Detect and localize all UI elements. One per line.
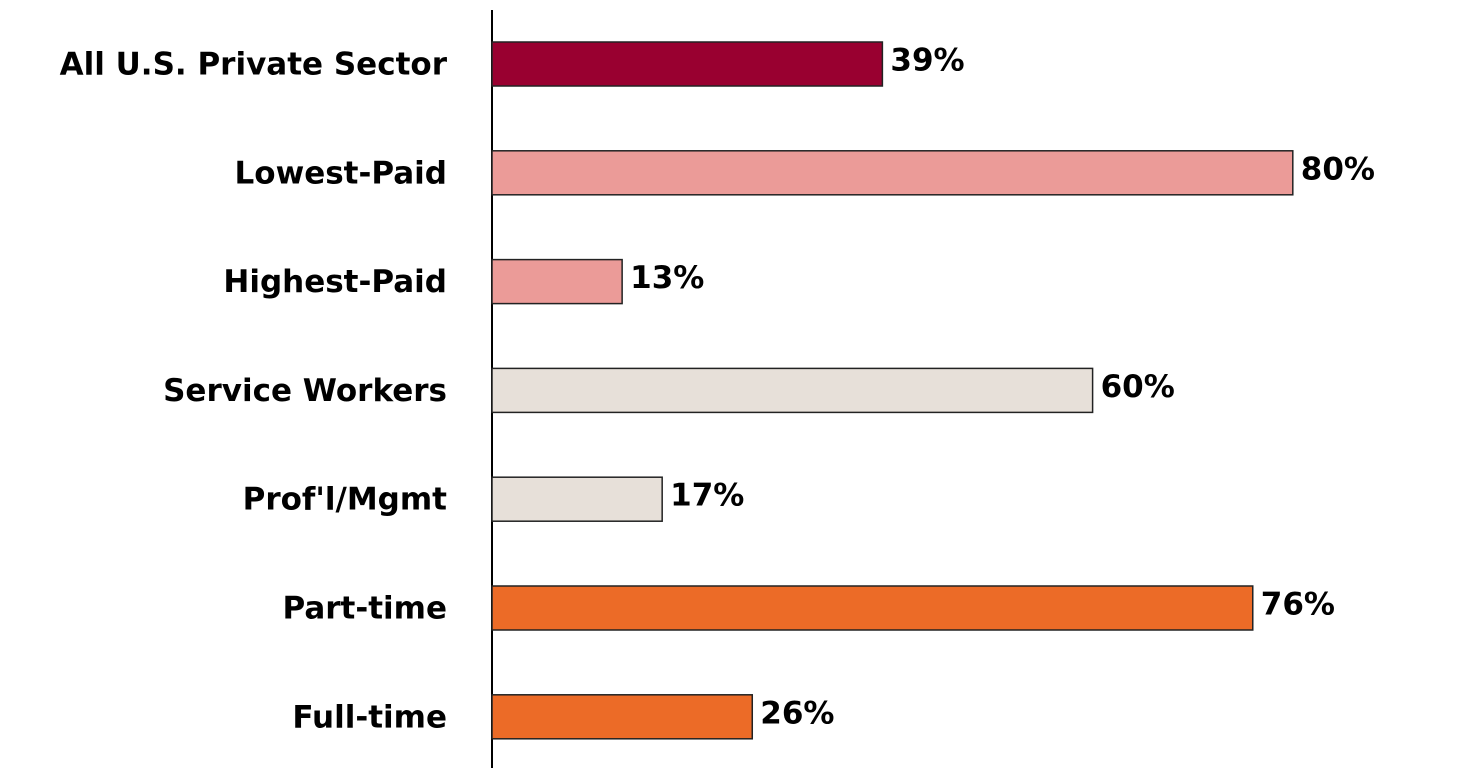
category-label: Prof'l/Mgmt [243, 482, 448, 518]
category-label: Full-time [292, 699, 447, 735]
category-label: All U.S. Private Sector [60, 47, 448, 83]
category-label: Service Workers [163, 373, 447, 409]
category-label: Part-time [282, 591, 447, 627]
value-label: 80% [1301, 151, 1375, 187]
value-label: 13% [630, 260, 704, 296]
value-label: 26% [760, 695, 834, 731]
bar [491, 258, 623, 305]
bar [491, 585, 1254, 631]
value-label: 60% [1101, 369, 1175, 405]
bar [491, 694, 754, 740]
bar [491, 150, 1294, 196]
value-label: 76% [1261, 587, 1335, 623]
bar [491, 367, 1094, 414]
value-label: 39% [890, 43, 964, 79]
bar [491, 476, 663, 522]
category-label: Highest-Paid [223, 264, 447, 300]
bar [491, 41, 884, 87]
value-label: 17% [670, 478, 744, 514]
category-label: Lowest-Paid [235, 155, 447, 191]
